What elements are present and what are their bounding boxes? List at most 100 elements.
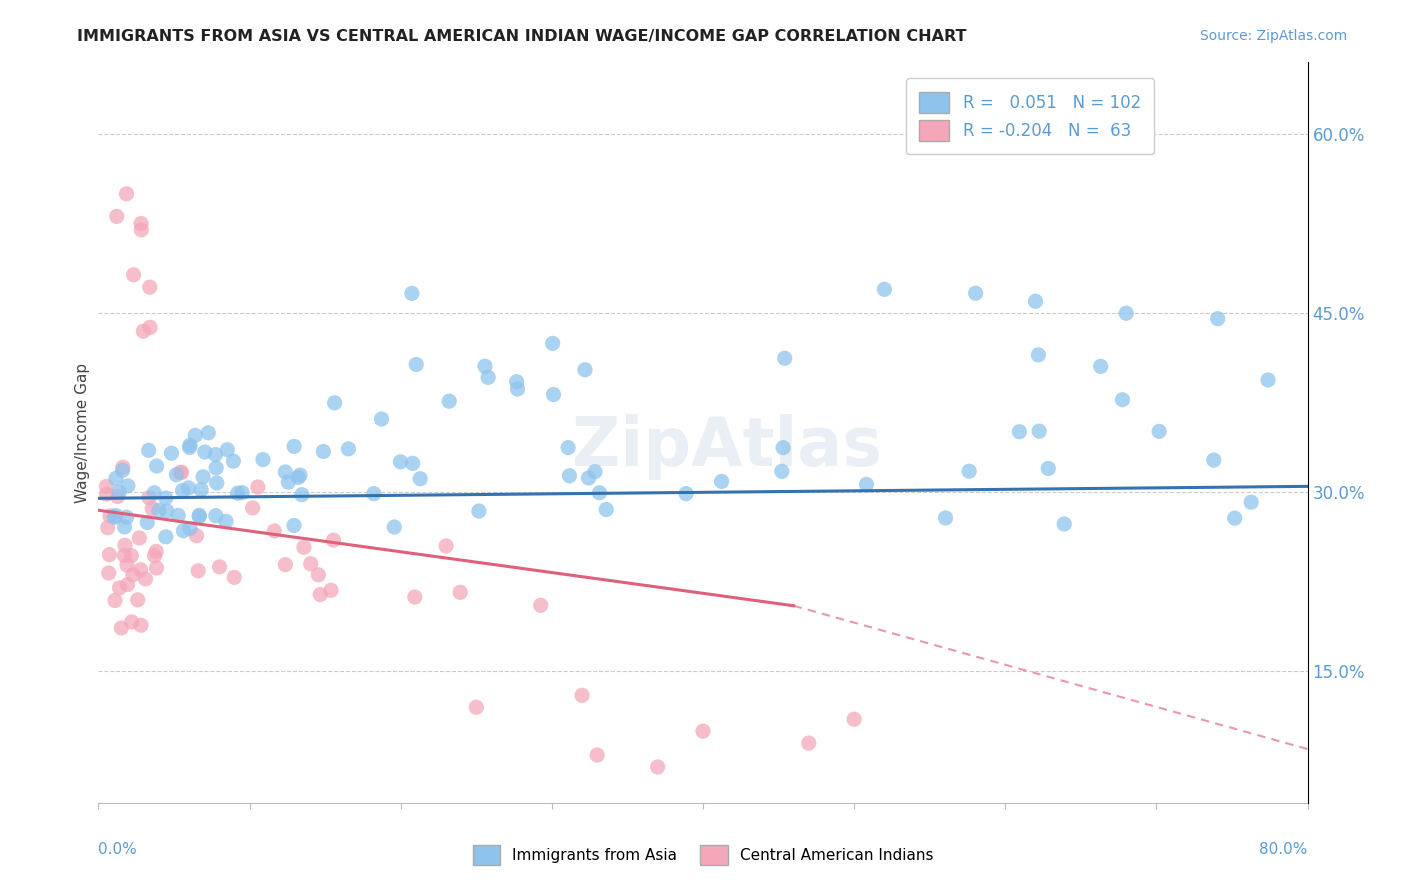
Point	[205, 460, 228, 475]
Text: ZipAtlas: ZipAtlas	[572, 415, 882, 481]
Point	[1053, 516, 1076, 531]
Point	[307, 567, 329, 582]
Point	[437, 394, 460, 409]
Point	[583, 465, 606, 479]
Point	[323, 396, 346, 410]
Point	[179, 521, 201, 535]
Point	[402, 456, 425, 470]
Point	[506, 382, 529, 396]
Point	[675, 486, 697, 500]
Point	[115, 510, 138, 524]
Point	[98, 548, 121, 562]
Point	[274, 558, 297, 572]
Point	[226, 486, 249, 500]
Point	[194, 445, 217, 459]
Point	[409, 472, 432, 486]
Point	[1202, 453, 1225, 467]
Point	[1028, 424, 1050, 438]
Point	[477, 370, 499, 384]
Point	[505, 375, 527, 389]
Point	[107, 490, 129, 504]
Point	[252, 452, 274, 467]
Point	[474, 359, 496, 374]
Point	[844, 712, 866, 726]
Point	[179, 441, 201, 455]
Point	[287, 470, 309, 484]
Point	[692, 724, 714, 739]
Point	[115, 558, 138, 572]
Point	[204, 508, 226, 523]
Point	[98, 508, 121, 523]
Point	[188, 508, 211, 523]
Point	[797, 736, 820, 750]
Point	[322, 533, 344, 548]
Point	[110, 621, 132, 635]
Point	[139, 320, 162, 334]
Point	[111, 460, 134, 475]
Point	[957, 464, 980, 478]
Point	[145, 458, 167, 473]
Point	[165, 467, 187, 482]
Point	[208, 560, 231, 574]
Point	[263, 524, 285, 538]
Legend: R =   0.051   N = 102, R = -0.204   N =  63: R = 0.051 N = 102, R = -0.204 N = 63	[905, 78, 1154, 154]
Point	[291, 488, 314, 502]
Point	[120, 549, 142, 563]
Point	[136, 516, 159, 530]
Point	[108, 581, 131, 595]
Point	[277, 475, 299, 490]
Point	[574, 363, 596, 377]
Point	[434, 539, 457, 553]
Point	[541, 336, 564, 351]
Point	[122, 268, 145, 282]
Point	[134, 572, 156, 586]
Point	[1223, 511, 1246, 525]
Point	[170, 466, 193, 480]
Point	[530, 599, 553, 613]
Point	[1008, 425, 1031, 439]
Point	[143, 549, 166, 563]
Point	[934, 511, 956, 525]
Point	[172, 483, 194, 498]
Point	[117, 479, 139, 493]
Text: 0.0%: 0.0%	[98, 842, 138, 856]
Point	[112, 549, 135, 563]
Point	[363, 486, 385, 500]
Point	[772, 441, 794, 455]
Point	[224, 570, 246, 584]
Point	[1038, 461, 1060, 475]
Point	[108, 485, 131, 500]
Point	[965, 286, 987, 301]
Point	[114, 538, 136, 552]
Point	[204, 448, 226, 462]
Point	[543, 387, 565, 401]
Point	[465, 700, 488, 714]
Legend: Immigrants from Asia, Central American Indians: Immigrants from Asia, Central American I…	[467, 839, 939, 871]
Point	[103, 510, 125, 524]
Point	[647, 760, 669, 774]
Point	[215, 514, 238, 528]
Point	[191, 470, 214, 484]
Point	[404, 590, 426, 604]
Point	[1024, 294, 1046, 309]
Point	[132, 324, 155, 338]
Point	[299, 557, 322, 571]
Point	[309, 588, 332, 602]
Text: 80.0%: 80.0%	[1260, 842, 1308, 856]
Point	[710, 475, 733, 489]
Point	[405, 358, 427, 372]
Point	[242, 500, 264, 515]
Point	[382, 520, 405, 534]
Point	[770, 464, 793, 478]
Point	[288, 468, 311, 483]
Point	[141, 501, 163, 516]
Point	[873, 282, 896, 296]
Point	[855, 477, 877, 491]
Point	[595, 502, 617, 516]
Point	[571, 689, 593, 703]
Point	[138, 491, 160, 505]
Point	[557, 441, 579, 455]
Point	[1240, 495, 1263, 509]
Point	[190, 483, 212, 497]
Point	[187, 564, 209, 578]
